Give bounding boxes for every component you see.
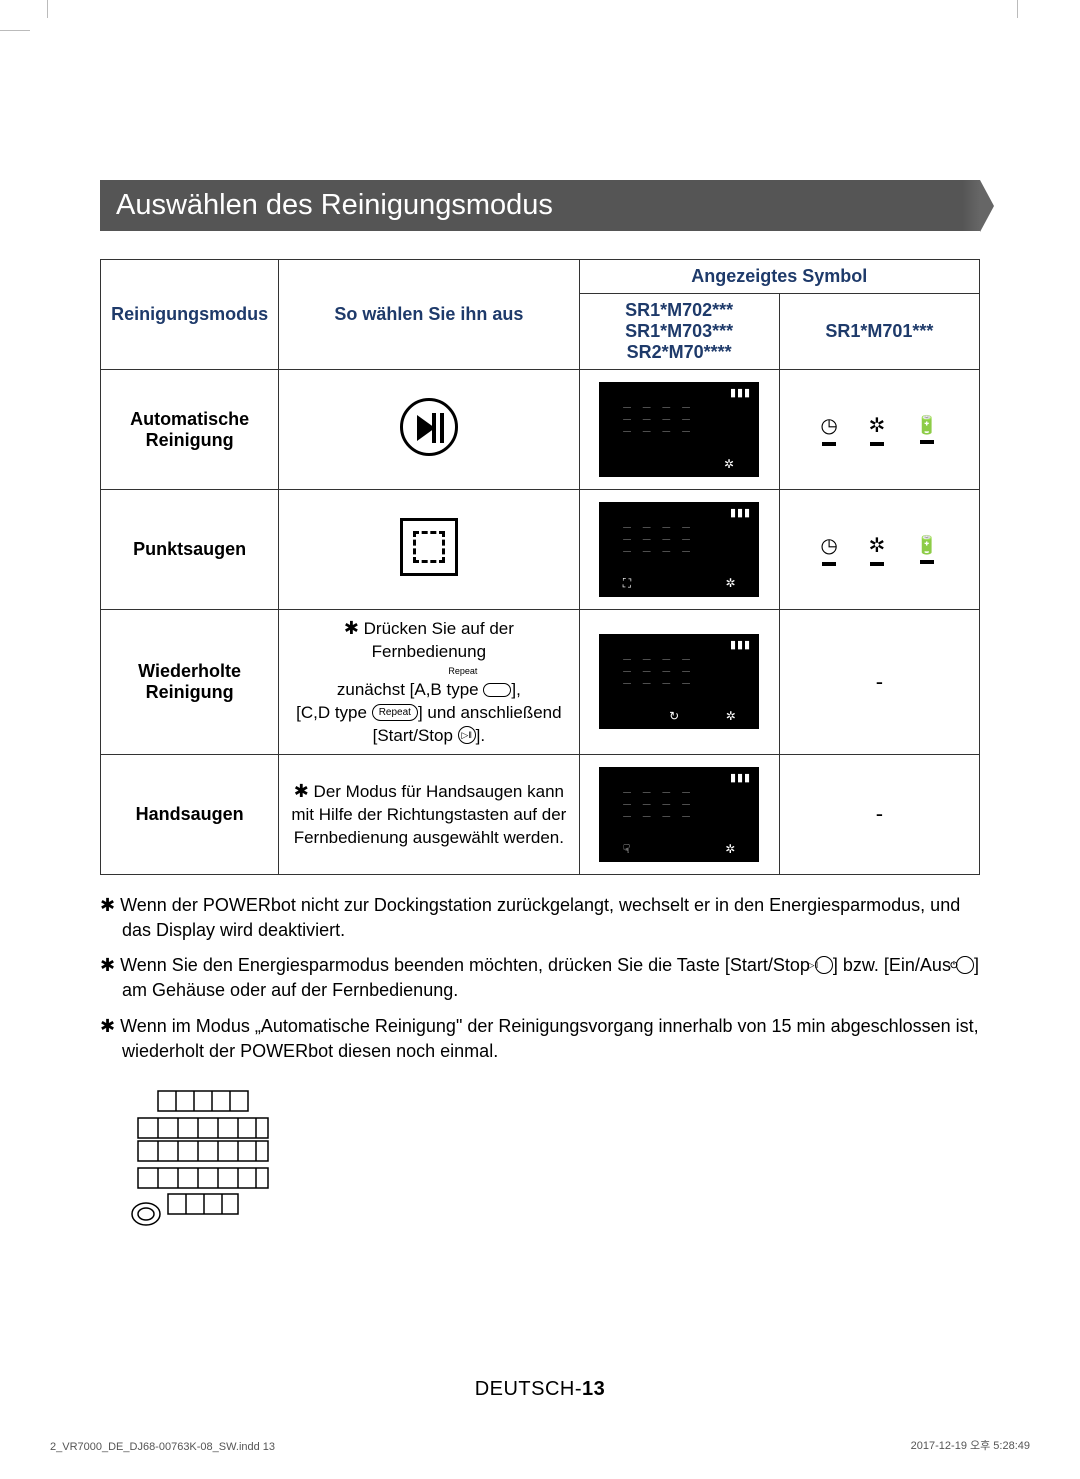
- fan-icon: ✲: [725, 576, 735, 591]
- note-2a: Wenn Sie den Energiesparmodus beenden mö…: [120, 955, 810, 975]
- notes-block: ✱ Wenn der POWERbot nicht zur Dockingsta…: [100, 893, 980, 1064]
- repeat-cd-btn-icon: Repeat: [372, 704, 418, 722]
- note-1: Wenn der POWERbot nicht zur Dockingstati…: [120, 895, 960, 940]
- th-mode: Reinigungsmodus: [101, 260, 279, 370]
- row-repeat-sym1: ▮▮▮ — — — —— — — —— — — — ↻ ✲: [579, 610, 779, 755]
- spot-square-icon: [400, 518, 458, 576]
- note-3: Wenn im Modus „Automatische Reinigung" d…: [120, 1016, 979, 1061]
- page-title: Auswählen des Reinigungsmodus: [100, 180, 980, 231]
- clock-icon: ◷: [820, 533, 837, 558]
- row-spot-sym1: ▮▮▮ — — — —— — — —— — — — ⛶ ✲: [579, 490, 779, 610]
- row-repeat-mode: Wiederholte Reinigung: [101, 610, 279, 755]
- th-model-a: SR1*M702*** SR1*M703*** SR2*M70****: [579, 294, 779, 370]
- note-2b: ] bzw. [Ein/Aus: [833, 955, 951, 975]
- fan-icon: ✲: [726, 709, 736, 723]
- fan-icon: ✲: [725, 842, 735, 856]
- row-repeat-howto: ✱ Drücken Sie auf der Fernbedienung Repe…: [279, 610, 579, 755]
- th-model-b: SR1*M701***: [779, 294, 979, 370]
- cleaning-mode-table: Reinigungsmodus So wählen Sie ihn aus An…: [100, 259, 980, 875]
- startstop-small-icon: ▷‖: [458, 726, 476, 744]
- row-hand-mode: Handsaugen: [101, 754, 279, 874]
- repeat-small-icon: ↻: [669, 709, 679, 723]
- meta-timestamp: 2017-12-19 오후 5:28:49: [911, 1437, 1030, 1453]
- row-hand-sym1: ▮▮▮ — — — —— — — —— — — — ☟ ✲: [579, 754, 779, 874]
- battery-icon: 🔋: [916, 415, 938, 436]
- display-auto: ▮▮▮ — — — —— — — —— — — — ✲: [599, 382, 759, 477]
- row-spot-sym2: ◷ ✲ 🔋: [779, 490, 979, 610]
- startstop-inline-icon: ▷‖: [815, 956, 833, 974]
- spot-small-icon: ⛶: [623, 576, 631, 591]
- clock-icon: ◷: [820, 413, 837, 438]
- row-hand-howto: ✱ Der Modus für Handsaugen kann mit Hilf…: [279, 754, 579, 874]
- display-spot: ▮▮▮ — — — —— — — —— — — — ⛶ ✲: [599, 502, 759, 597]
- repeat-ab-btn-icon: [483, 683, 511, 697]
- display-repeat: ▮▮▮ — — — —— — — —— — — — ↻ ✲: [599, 634, 759, 729]
- display-hand: ▮▮▮ — — — —— — — —— — — — ☟ ✲: [599, 767, 759, 862]
- th-symbol: Angezeigtes Symbol: [579, 260, 979, 294]
- row-auto-sym2: ◷ ✲ 🔋: [779, 370, 979, 490]
- row-auto-sym1: ▮▮▮ — — — —— — — —— — — — ✲: [579, 370, 779, 490]
- row-auto-mode: Automatische Reinigung: [101, 370, 279, 490]
- fan-icon: ✲: [869, 533, 886, 558]
- page-footer: DEUTSCH-13: [0, 1378, 1080, 1401]
- row-auto-howto: [279, 370, 579, 490]
- fan-icon: ✲: [724, 457, 734, 471]
- th-howto: So wählen Sie ihn aus: [279, 260, 579, 370]
- battery-icon: 🔋: [916, 535, 938, 556]
- row-repeat-sym2: -: [779, 610, 979, 755]
- meta-file: 2_VR7000_DE_DJ68-00763K-08_SW.indd 13: [50, 1441, 275, 1453]
- grid-diagram: [128, 1086, 278, 1236]
- row-hand-sym2: -: [779, 754, 979, 874]
- hand-small-icon: ☟: [623, 842, 630, 856]
- row-spot-mode: Punktsaugen: [101, 490, 279, 610]
- row-spot-howto: [279, 490, 579, 610]
- playpause-icon: [400, 398, 458, 456]
- power-inline-icon: ⏻: [956, 956, 974, 974]
- fan-icon: ✲: [869, 413, 886, 438]
